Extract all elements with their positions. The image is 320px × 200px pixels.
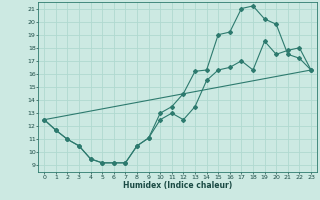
X-axis label: Humidex (Indice chaleur): Humidex (Indice chaleur) [123,181,232,190]
